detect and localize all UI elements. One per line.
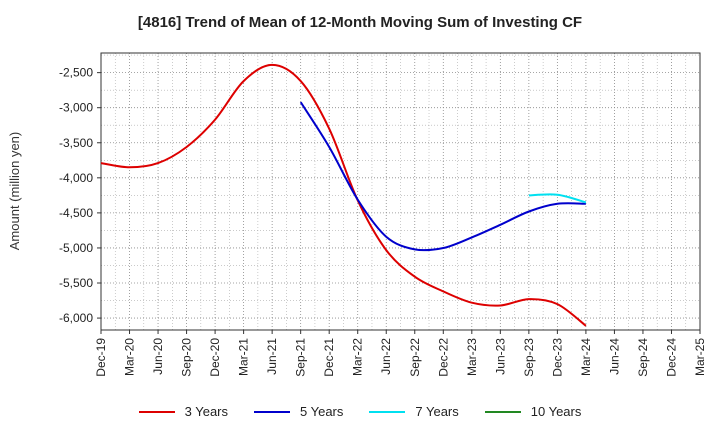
series: [100, 63, 587, 327]
series-line-5-years: [299, 101, 586, 252]
x-tick-label: Jun-24: [607, 338, 621, 375]
legend-item-3-years: 3 Years: [138, 404, 228, 419]
x-tick-label: Mar-22: [351, 338, 365, 376]
x-axis: Dec-19 Mar-20 Jun-20 Sep-20 Dec-20 Mar-21 Jun-…: [94, 330, 707, 377]
x-tick-label: Mar-20: [123, 338, 137, 376]
x-tick-label: Mar-23: [465, 338, 479, 376]
x-tick-label: Dec-23: [550, 338, 564, 377]
series-line-7-years: [528, 193, 587, 204]
y-tick-label: -3,500: [59, 136, 93, 150]
x-tick-label: Sep-21: [294, 338, 308, 377]
x-tick-label: Dec-24: [664, 338, 678, 377]
grid: [101, 53, 700, 330]
x-tick-label: Jun-22: [379, 338, 393, 375]
y-tick-label: -5,000: [59, 241, 93, 255]
y-tick-label: -3,000: [59, 101, 93, 115]
x-tick-label: Sep-23: [522, 338, 536, 377]
y-axis-label: Amount (million yen): [7, 132, 22, 251]
legend-item-5-years: 5 Years: [254, 404, 343, 419]
x-tick-label: Dec-21: [322, 338, 336, 377]
x-tick-label: Jun-21: [265, 338, 279, 375]
legend-swatch: [369, 410, 406, 413]
series-line-3-years: [100, 63, 587, 327]
legend-swatch: [254, 410, 290, 413]
x-tick-label: Dec-22: [436, 338, 450, 377]
x-tick-label: Sep-22: [408, 338, 422, 377]
x-tick-label: Dec-19: [94, 338, 108, 377]
y-tick-label: -4,000: [59, 171, 93, 185]
legend-item-7-years: 7 Years: [369, 404, 459, 419]
y-axis: -2,500 -3,000 -3,500 -4,000 -4,500 -5,000 -5,5…: [59, 66, 101, 325]
legend-item-10-years: 10 Years: [484, 404, 582, 419]
plot-area: [100, 52, 701, 331]
x-tick-label: Jun-20: [151, 338, 165, 375]
x-tick-label: Sep-24: [636, 338, 650, 377]
legend-swatch: [138, 410, 175, 413]
x-tick-label: Jun-23: [493, 338, 507, 375]
chart-title: [4816] Trend of Mean of 12-Month Moving …: [137, 14, 583, 31]
x-tick-label: Mar-21: [237, 338, 251, 376]
legend-label: 5 Years: [300, 404, 344, 419]
legend-label: 3 Years: [184, 404, 228, 419]
x-tick-label: Sep-20: [180, 338, 194, 377]
y-tick-label: -2,500: [59, 66, 93, 80]
x-tick-label: Dec-20: [208, 338, 222, 377]
x-tick-label: Mar-25: [693, 338, 707, 376]
x-tick-label: Mar-24: [579, 338, 593, 376]
legend: 3 Years 5 Years 7 Years 10 Years: [0, 404, 720, 419]
y-tick-label: -4,500: [59, 206, 93, 220]
legend-label: 7 Years: [415, 404, 459, 419]
y-tick-label: -6,000: [59, 311, 93, 325]
y-tick-label: -5,500: [59, 276, 93, 290]
legend-label: 10 Years: [530, 404, 582, 419]
legend-swatch: [484, 410, 521, 413]
